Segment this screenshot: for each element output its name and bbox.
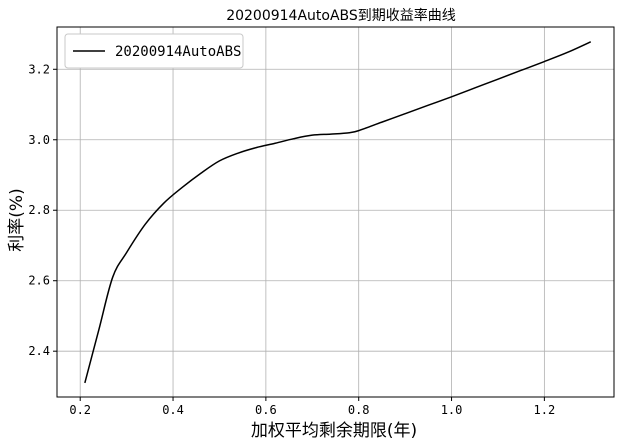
y-axis-label: 利率(%) bbox=[7, 188, 27, 251]
x-tick-label: 1.2 bbox=[534, 403, 556, 417]
axis-ticks: 0.2 0.4 0.6 0.8 1.0 1.2 2.4 2.6 2.8 3.0 3.2 bbox=[28, 62, 555, 417]
grid-lines bbox=[57, 27, 614, 397]
x-tick-label: 0.6 bbox=[255, 403, 277, 417]
y-tick-label: 2.4 bbox=[28, 344, 50, 358]
plot-lines bbox=[84, 41, 592, 384]
y-tick-label: 3.2 bbox=[28, 62, 50, 76]
legend-label: 20200914AutoABS bbox=[115, 44, 241, 60]
x-tick-label: 0.2 bbox=[69, 403, 91, 417]
x-tick-label: 1.0 bbox=[441, 403, 463, 417]
x-tick-label: 0.4 bbox=[162, 403, 184, 417]
legend: 20200914AutoABS bbox=[64, 33, 244, 69]
y-tick-label: 2.6 bbox=[28, 274, 50, 288]
y-tick-label: 2.8 bbox=[28, 203, 50, 217]
x-axis-label: 加权平均剩余期限(年) bbox=[251, 421, 417, 441]
series-line bbox=[84, 41, 592, 384]
plot-frame bbox=[56, 26, 615, 398]
x-tick-label: 0.8 bbox=[348, 403, 370, 417]
legend-box bbox=[64, 33, 244, 69]
chart-title: 20200914AutoABS到期收益率曲线 bbox=[226, 7, 456, 24]
y-tick-label: 3.0 bbox=[28, 133, 50, 147]
